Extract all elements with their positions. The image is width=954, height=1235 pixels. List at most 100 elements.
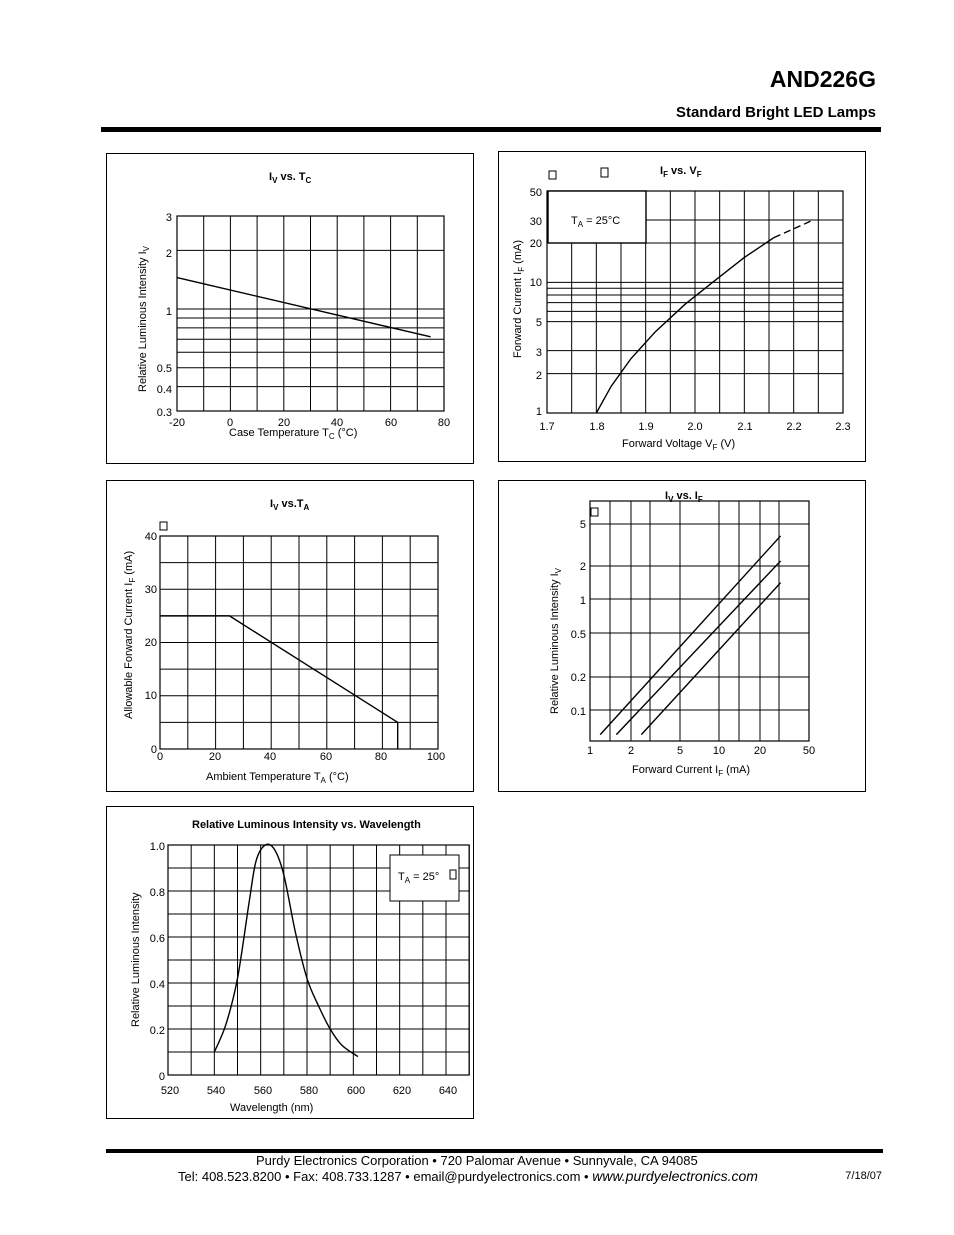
y-tick: 30: [530, 216, 542, 228]
header-rule: [101, 127, 881, 132]
y-tick: 10: [530, 277, 542, 289]
x-tick: 10: [713, 745, 725, 757]
y-tick: 0.4: [150, 979, 165, 991]
x-tick: 1.9: [638, 421, 653, 433]
y-tick: 3: [536, 347, 542, 359]
x-tick-labels: 1.7 1.8 1.9 2.0 2.1 2.2 2.3: [539, 421, 850, 433]
x-axis-label: Wavelength (nm): [230, 1102, 313, 1114]
y-tick: 1: [536, 406, 542, 418]
condition-label: TA = 25°C: [571, 215, 620, 229]
y-tick: 0.1: [571, 706, 586, 718]
chart-title: IF vs. VF: [660, 165, 702, 179]
grid: [167, 844, 470, 1076]
x-tick: 2: [628, 745, 634, 757]
footer-rule: [106, 1149, 883, 1153]
plot-frame: [176, 215, 445, 412]
x-tick: 2.3: [835, 421, 850, 433]
x-tick-labels: 1 2 5 10 20 50: [587, 745, 815, 757]
y-tick: 2: [166, 248, 172, 260]
y-tick: 1: [166, 306, 172, 318]
x-tick: 5: [677, 745, 683, 757]
chart-panel-wavelength: Relative Luminous Intensity vs. Waveleng…: [106, 806, 474, 1119]
chart-title: IV vs. TC: [269, 171, 312, 185]
series-line: [176, 276, 431, 338]
y-tick: 2: [580, 561, 586, 573]
x-tick: 50: [803, 745, 815, 757]
series-line: [213, 843, 359, 1058]
y-tick: 0.5: [571, 629, 586, 641]
company-address: Purdy Electronics Corporation • 720 Palo…: [256, 1153, 698, 1168]
y-axis-label: Allowable Forward Current IF (mA): [123, 551, 137, 719]
chart-iv-vs-ta: IV vs.TA 0 20 40 60 80 100 40 30 20 10 0…: [123, 498, 445, 785]
y-tick: 5: [536, 317, 542, 329]
y-tick: 0.3: [157, 407, 172, 419]
x-tick-labels: 520 540 560 580 600 620 640: [161, 1085, 457, 1097]
y-tick-labels: 3 2 1 0.5 0.4 0.3: [157, 212, 172, 419]
x-tick: 80: [375, 751, 387, 763]
y-axis-label: Relative Luminous Intensity IV: [137, 245, 151, 392]
x-tick: 0: [157, 751, 163, 763]
chart-iv-vs-if: IV vs. IF 1 2 5 10 20 50 5 2 1 0.5 0.2 0…: [549, 490, 815, 778]
x-tick: 600: [347, 1085, 365, 1097]
x-tick-labels: 0 20 40 60 80 100: [157, 751, 445, 763]
x-axis-label: Forward Voltage VF (V): [622, 438, 735, 452]
condition-box: [547, 190, 647, 244]
x-tick: 20: [209, 751, 221, 763]
y-tick: 0.2: [150, 1025, 165, 1037]
series-line: [599, 535, 782, 736]
x-tick: 2.1: [737, 421, 752, 433]
y-tick: 0.2: [571, 672, 586, 684]
plot-frame: [546, 190, 844, 414]
revision-date: 7/18/07: [845, 1170, 882, 1182]
chart-iv-vs-tc: IV vs. TC -20 0 20 40 60 80 3 2 1 0.5 0.…: [137, 171, 450, 441]
y-tick: 1: [580, 595, 586, 607]
y-tick: 0: [151, 744, 157, 756]
condition-label: TA = 25°: [398, 871, 439, 885]
chart-title: IV vs.TA: [270, 498, 309, 512]
y-tick: 0.5: [157, 363, 172, 375]
glyph-box: [159, 521, 168, 531]
y-tick: 50: [530, 187, 542, 199]
series-line: [640, 582, 782, 736]
y-tick: 30: [145, 584, 157, 596]
x-tick: 1.7: [539, 421, 554, 433]
glyph-box: [590, 507, 599, 517]
y-tick: 5: [580, 519, 586, 531]
plot-frame: [159, 535, 439, 750]
series-line: [160, 615, 399, 749]
y-axis-label: Relative Luminous Intensity: [130, 892, 142, 1027]
x-tick: 560: [254, 1085, 272, 1097]
website-link[interactable]: www.purdyelectronics.com: [592, 1168, 758, 1184]
x-tick: 40: [264, 751, 276, 763]
plot-frame: [589, 500, 810, 742]
y-axis-label: Relative Luminous Intensity IV: [549, 567, 563, 714]
x-tick: 620: [393, 1085, 411, 1097]
x-tick: 60: [385, 417, 397, 429]
y-tick-labels: 5 2 1 0.5 0.2 0.1: [571, 519, 586, 718]
contact-numbers: Tel: 408.523.8200 • Fax: 408.733.1287 • …: [178, 1169, 589, 1184]
y-tick-labels: 1.0 0.8 0.6 0.4 0.2 0: [150, 841, 165, 1083]
x-tick: 40: [331, 417, 343, 429]
y-tick-labels: 50 30 20 10 5 3 2 1: [530, 187, 542, 418]
plot-frame: [167, 844, 470, 1076]
y-tick: 1.0: [150, 841, 165, 853]
part-number: AND226G: [769, 66, 876, 92]
x-tick: 20: [278, 417, 290, 429]
glyph-box: [449, 869, 457, 880]
series-line: [615, 560, 782, 736]
x-tick: 0: [227, 417, 233, 429]
x-tick: 2.2: [786, 421, 801, 433]
x-tick-labels: -20 0 20 40 60 80: [169, 417, 450, 429]
x-axis-label: Forward Current IF (mA): [632, 764, 750, 778]
x-tick: 80: [438, 417, 450, 429]
chart-if-vs-vf: IF vs. VF TA = 25°C 1.7 1.8 1.9 2.0 2.1 …: [512, 165, 851, 452]
chart-panel-if-vs-vf: IF vs. VF TA = 25°C 1.7 1.8 1.9 2.0 2.1 …: [498, 151, 866, 462]
glyph-box: [548, 170, 557, 180]
y-tick: 20: [145, 637, 157, 649]
x-tick: 1: [587, 745, 593, 757]
series-group: [599, 535, 782, 736]
series-line-dashed: [773, 219, 814, 239]
y-tick: 2: [536, 370, 542, 382]
x-tick: 100: [427, 751, 445, 763]
grid: [176, 215, 445, 412]
